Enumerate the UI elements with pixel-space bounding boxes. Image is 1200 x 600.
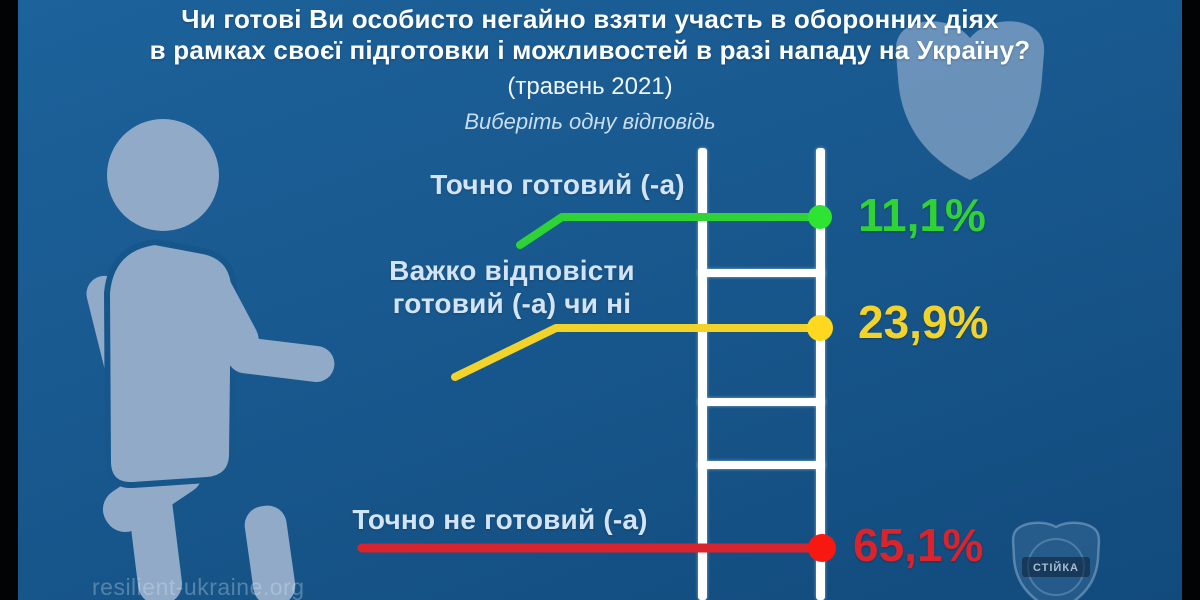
ladder-rung xyxy=(698,398,825,406)
badge-text: СТІЙКА xyxy=(1033,561,1079,574)
answer-label-line: готовий (-а) чи ні xyxy=(392,288,632,319)
letterbox-bar-left xyxy=(0,0,18,600)
value-ready: 11,1% xyxy=(858,189,986,241)
yellow-leader-line xyxy=(451,324,824,381)
answer-label-ready: Точно готовий (-а) xyxy=(430,169,685,200)
question-title: Чи готові Ви особисто негайно взяти учас… xyxy=(140,4,1040,135)
ladder-left-rail xyxy=(698,148,707,600)
walking-person-silhouette xyxy=(86,119,335,600)
value-hard-to-say: 23,9% xyxy=(858,296,989,348)
title-line-1: Чи готові Ви особисто негайно взяти учас… xyxy=(181,4,999,34)
survey-instruction: Виберіть одну відповідь xyxy=(464,109,716,134)
stiyka-ukraina-badge-logo: СТІЙКА xyxy=(1011,521,1101,600)
green-leader-line xyxy=(516,213,824,249)
answer-label-not-ready: Точно не готовий (-а) xyxy=(352,504,648,535)
ladder-right-rail xyxy=(816,148,825,600)
answer-label-line: Важко відповісти xyxy=(389,255,635,286)
letterbox-bar-right xyxy=(1182,0,1200,600)
value-not-ready: 65,1% xyxy=(853,519,984,571)
ladder-rung xyxy=(698,269,825,277)
survey-date: (травень 2021) xyxy=(507,73,673,100)
shield-icon xyxy=(895,21,1045,181)
answer-label-hard-to-say: Важко відповісти готовий (-а) чи ні xyxy=(357,254,667,320)
watermark-url: resilient-ukraine.org xyxy=(92,574,305,600)
ladder-rung xyxy=(698,461,825,469)
title-line-2: в рамках своєї підготовки і можливостей … xyxy=(149,35,1031,65)
